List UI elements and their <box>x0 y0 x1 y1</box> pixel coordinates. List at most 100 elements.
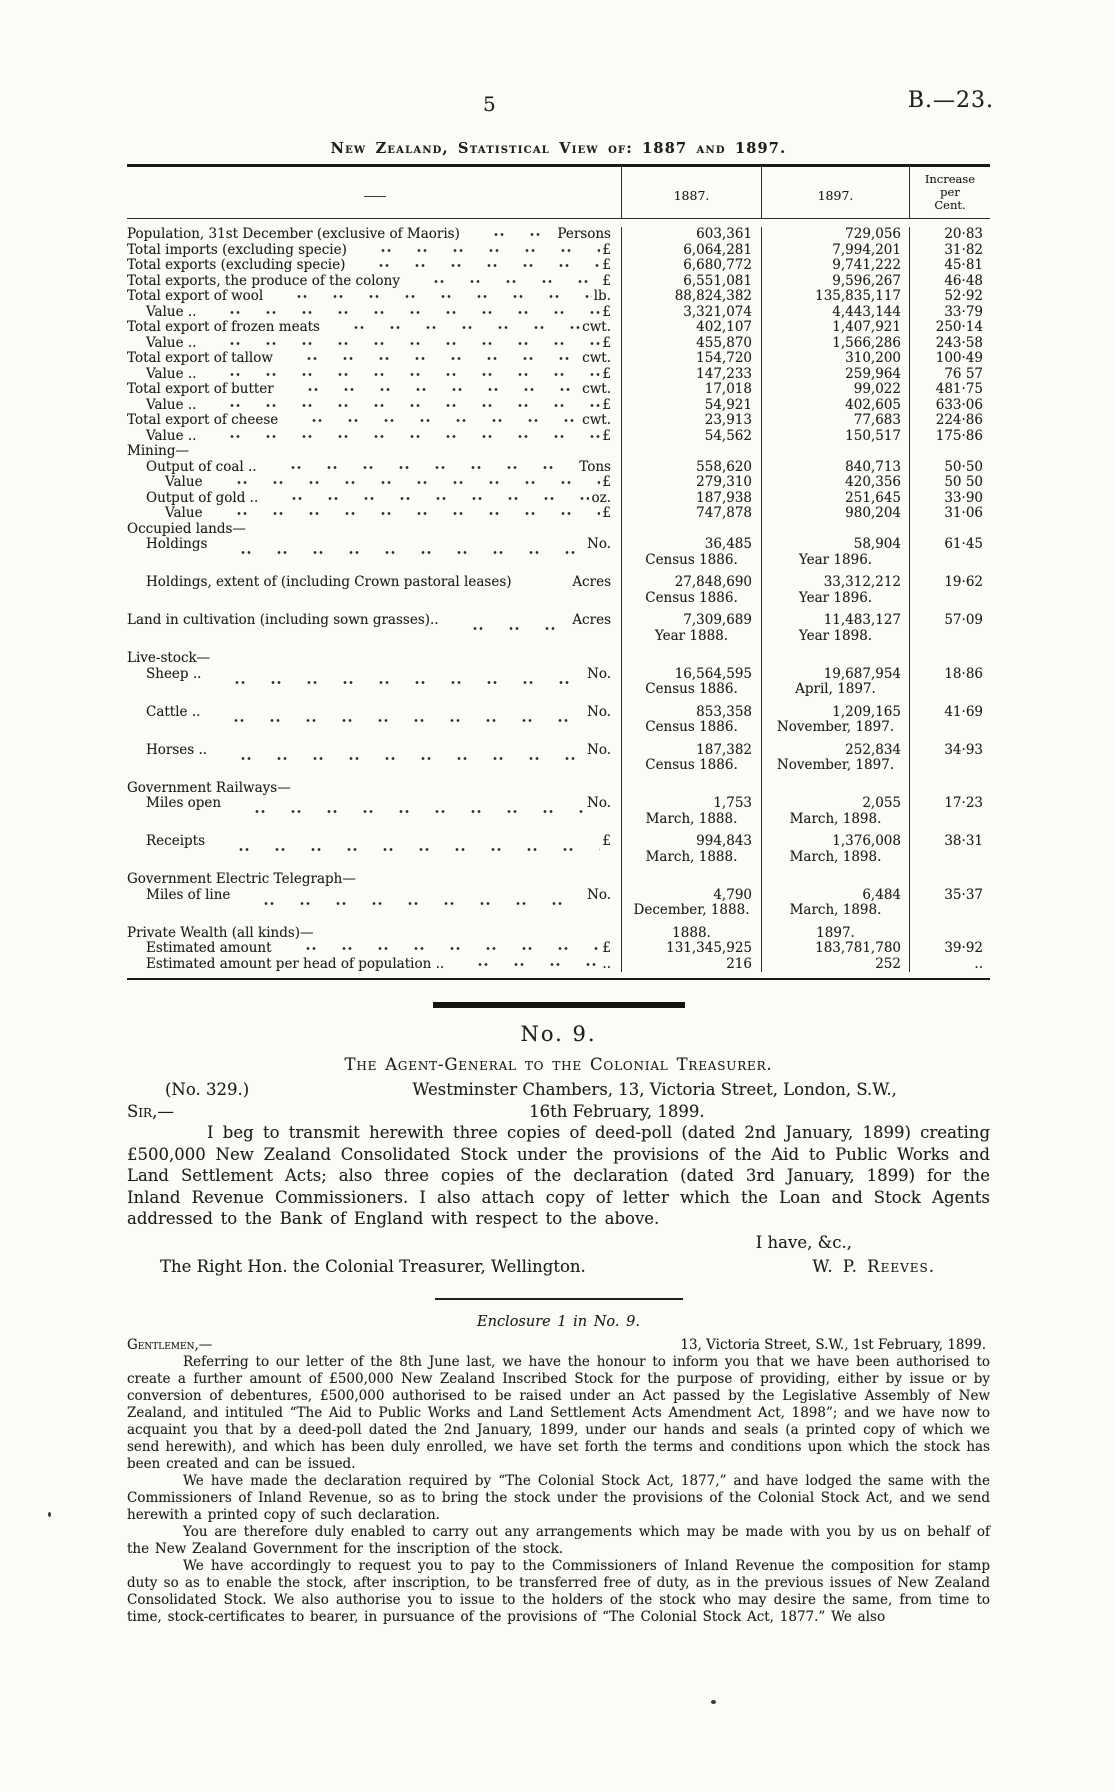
row-label: Estimated amount per head of population … <box>146 956 445 972</box>
increase-pct-cell: 224·86 <box>910 412 990 429</box>
row-label-cell: Value .. £ <box>127 397 622 413</box>
value-1897-cell: 135,835,117 <box>762 288 910 305</box>
value-1887-value: 36,485 <box>704 536 752 552</box>
value-1897-value: 183,781,780 <box>815 940 901 956</box>
increase-pct-value: 19·62 <box>944 574 983 590</box>
increase-pct-cell: 41·69 <box>910 698 990 736</box>
increase-pct-cell: 76 57 <box>910 366 990 383</box>
value-1887-cell: 853,358 Census 1886. <box>622 697 762 736</box>
row-label: Output of gold .. <box>146 490 259 506</box>
increase-pct-value: 39·92 <box>944 940 983 956</box>
value-1887-cell: 7,309,689 Year 1888. <box>622 606 762 644</box>
increase-pct-cell: .. <box>910 956 990 973</box>
value-1897-cell: 1,376,008 March, 1898. <box>762 827 910 865</box>
letter-date: 16th February, 1899. <box>529 1101 705 1121</box>
row-unit: £ <box>602 335 611 351</box>
increase-pct-cell: 20·83 <box>910 226 990 243</box>
row-unit: £ <box>602 397 611 413</box>
table-data-row: Holdings No. 36,485 Census 1886. 58,904 Year … <box>127 536 990 568</box>
value-1887-cell: 36,485 Census 1886. <box>622 536 762 568</box>
row-label-cell: Value .. £ <box>127 366 622 382</box>
row-unit: Persons <box>557 227 611 242</box>
increase-pct-cell <box>910 522 990 538</box>
value-1897-value: 729,056 <box>845 226 901 242</box>
value-1887-cell: 27,848,690 Census 1886. <box>622 568 762 606</box>
value-1887-note: Census 1886. <box>645 757 738 773</box>
row-unit: cwt. <box>582 320 611 335</box>
value-1887-cell: 6,551,081 <box>622 273 762 289</box>
increase-pct-value: 33·90 <box>944 489 983 506</box>
row-label-cell: Total export of tallow cwt. <box>127 351 622 367</box>
row-label-cell: Value £ <box>127 506 622 522</box>
dot-leader <box>206 308 601 317</box>
row-label: Total exports (excluding specie) <box>127 258 346 273</box>
value-1897-cell: 19,687,954 April, 1897. <box>762 666 910 698</box>
value-1897-value: 840,713 <box>845 458 901 475</box>
increase-pct-cell: 31·82 <box>910 242 990 259</box>
table-data-row: Holdings, extent of (including Crown pas… <box>127 568 990 606</box>
row-label: Total export of butter <box>127 382 274 397</box>
increase-pct-cell: 39·92 <box>910 940 990 957</box>
increase-pct-cell: 57·09 <box>910 606 990 644</box>
increase-pct-value: 481·75 <box>935 381 983 397</box>
row-label-cell: Total exports, the produce of the colony… <box>127 273 622 289</box>
value-1887-cell: 54,562 <box>622 428 762 444</box>
table-data-row: Total export of wool lb. 88,824,382 135,835… <box>127 288 990 305</box>
increase-pct-cell <box>910 865 990 888</box>
row-label-cell: Sheep .. No. <box>127 666 622 698</box>
value-1887-value: 994,843 <box>696 833 752 849</box>
row-label-cell: Value .. £ <box>127 428 622 444</box>
value-1887-cell: 747,878 <box>622 505 762 522</box>
dot-leader <box>231 807 585 816</box>
row-label: Land in cultivation (including sown gras… <box>127 612 439 628</box>
row-unit: No. <box>587 537 611 552</box>
value-1897-cell: 1,566,286 <box>762 335 910 351</box>
value-1887-cell <box>622 521 762 537</box>
increase-pct-value: 45·81 <box>944 257 983 273</box>
row-unit: £ <box>602 258 611 273</box>
table-section-row: Government Railways— <box>127 773 990 796</box>
increase-pct-value: 52·92 <box>944 288 983 304</box>
section-heading: Occupied lands— <box>127 521 246 537</box>
row-label-cell: Cattle .. No. <box>127 697 622 736</box>
value-1887-value: 16,564,595 <box>674 665 752 682</box>
row-label: Miles of line <box>146 887 231 903</box>
value-1897-cell: 259,964 <box>762 366 910 382</box>
row-label: Output of coal .. <box>146 459 257 475</box>
row-label: Value .. <box>146 366 197 382</box>
table-data-row: Value .. £147,233 259,964 76 57 <box>127 366 990 383</box>
value-1897-value: 402,605 <box>845 396 901 413</box>
value-1897-note: Year 1896. <box>798 589 873 606</box>
value-1887-note: Year 1888. <box>654 627 729 644</box>
value-1887-cell: 187,938 <box>622 490 762 506</box>
increase-pct-value: 35·37 <box>944 886 983 903</box>
row-label-cell: Holdings, extent of (including Crown pas… <box>127 568 622 606</box>
value-1897-value: 135,835,117 <box>815 288 901 304</box>
table-data-row: Output of gold .. oz. 187,938 251,645 33·90 <box>127 489 990 506</box>
letter-no9: No. 9. The Agent-General to the Colonial… <box>127 1023 990 1278</box>
row-label: Value <box>165 475 203 490</box>
value-1897-value: 99,022 <box>853 381 901 397</box>
value-1887-cell: 154,720 <box>622 350 762 367</box>
value-1887-cell: 216 <box>622 956 762 972</box>
increase-pct-value: 41·69 <box>944 703 983 720</box>
ink-speck <box>711 1700 716 1704</box>
dot-leader <box>206 432 601 441</box>
table-section-row: Private Wealth (all kinds)— 1888. 1897. <box>127 918 990 941</box>
row-label-cell: Government Railways— <box>127 773 622 796</box>
row-unit: No. <box>587 703 611 720</box>
letter-valediction: I have, &c., <box>755 1232 852 1252</box>
ink-speck <box>48 1512 51 1517</box>
value-1887-cell: 1888. <box>622 918 762 941</box>
increase-pct-value: 34·93 <box>944 741 983 758</box>
row-unit: £ <box>602 273 611 289</box>
row-label: Value .. <box>146 397 197 413</box>
enclosure-salutation-row: Gentlemen,— 13, Victoria Street, S.W., 1… <box>127 1337 990 1354</box>
value-1897-cell: 11,483,127 Year 1898. <box>762 606 910 644</box>
value-1897-cell <box>762 444 910 460</box>
row-label: Total export of frozen meats <box>127 320 320 335</box>
increase-pct-cell: 481·75 <box>910 381 990 398</box>
value-1887-value: 6,680,772 <box>683 257 752 273</box>
value-1897-cell: 183,781,780 <box>762 940 910 957</box>
